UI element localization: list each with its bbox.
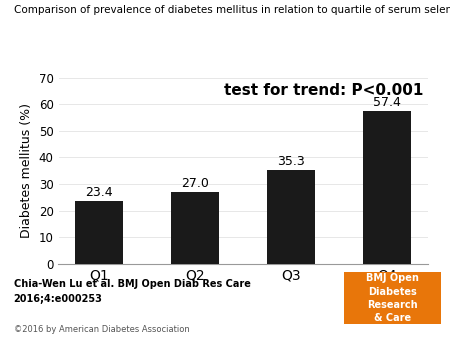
Text: 23.4: 23.4 [86,186,113,199]
Text: BMJ Open
Diabetes
Research
& Care: BMJ Open Diabetes Research & Care [366,273,419,323]
Bar [171,192,219,264]
Bar [75,201,123,264]
Text: 2016;4:e000253: 2016;4:e000253 [14,294,103,304]
Text: test for trend: P<0.001: test for trend: P<0.001 [225,83,424,98]
Text: 57.4: 57.4 [373,96,400,109]
Text: Chia-Wen Lu et al. BMJ Open Diab Res Care: Chia-Wen Lu et al. BMJ Open Diab Res Car… [14,279,250,289]
Text: Comparison of prevalence of diabetes mellitus in relation to quartile of serum s: Comparison of prevalence of diabetes mel… [14,5,450,15]
Text: 27.0: 27.0 [181,177,209,190]
Bar [267,170,315,264]
Text: 35.3: 35.3 [277,155,305,168]
Text: ©2016 by American Diabetes Association: ©2016 by American Diabetes Association [14,325,189,334]
Bar [363,111,411,264]
Y-axis label: Diabetes mellitus (%): Diabetes mellitus (%) [20,103,33,238]
